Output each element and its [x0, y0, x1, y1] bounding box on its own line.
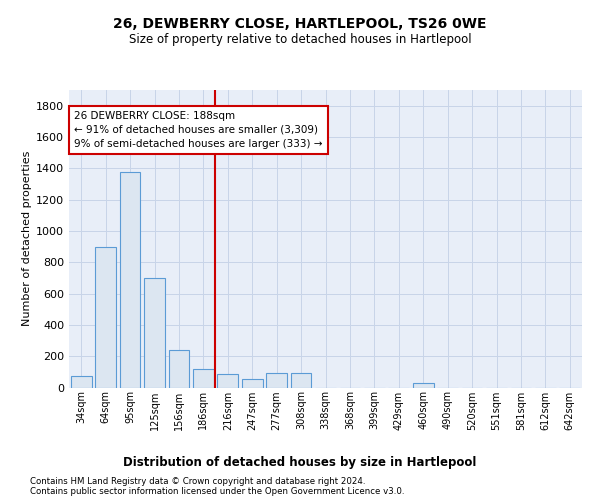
Bar	[71, 376, 92, 388]
Bar	[266, 372, 287, 388]
Text: Size of property relative to detached houses in Hartlepool: Size of property relative to detached ho…	[128, 32, 472, 46]
Bar	[217, 374, 238, 388]
Bar	[413, 383, 434, 388]
Text: Distribution of detached houses by size in Hartlepool: Distribution of detached houses by size …	[124, 456, 476, 469]
Text: Contains HM Land Registry data © Crown copyright and database right 2024.: Contains HM Land Registry data © Crown c…	[30, 478, 365, 486]
Text: 26 DEWBERRY CLOSE: 188sqm
← 91% of detached houses are smaller (3,309)
9% of sem: 26 DEWBERRY CLOSE: 188sqm ← 91% of detac…	[74, 111, 323, 149]
Text: Contains public sector information licensed under the Open Government Licence v3: Contains public sector information licen…	[30, 488, 404, 496]
Bar	[193, 368, 214, 388]
Bar	[169, 350, 190, 388]
Bar	[95, 246, 116, 388]
Text: 26, DEWBERRY CLOSE, HARTLEPOOL, TS26 0WE: 26, DEWBERRY CLOSE, HARTLEPOOL, TS26 0WE	[113, 18, 487, 32]
Bar	[119, 172, 140, 388]
Y-axis label: Number of detached properties: Number of detached properties	[22, 151, 32, 326]
Bar	[242, 379, 263, 388]
Bar	[144, 278, 165, 388]
Bar	[290, 374, 311, 388]
